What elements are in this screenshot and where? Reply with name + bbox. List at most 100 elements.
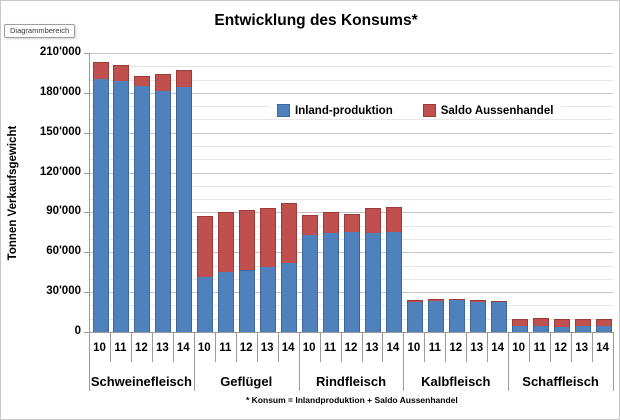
x-tick-label-year[interactable]: 13 (260, 342, 274, 354)
bar-saldo-aussenhandel[interactable] (302, 215, 319, 235)
x-tick-label-year[interactable]: 13 (155, 342, 169, 354)
bar-saldo-aussenhandel[interactable] (260, 208, 277, 268)
x-tick-label-year[interactable]: 13 (575, 342, 588, 354)
y-tick-label[interactable]: 60'000 (46, 245, 81, 258)
bar-inland-produktion[interactable] (176, 85, 193, 332)
bar-saldo-aussenhandel[interactable] (281, 202, 298, 264)
x-tick-label-year[interactable]: 10 (302, 342, 316, 354)
bar-inland-produktion[interactable] (302, 233, 319, 332)
bar-inland-produktion[interactable] (365, 231, 381, 332)
bar-inland-produktion[interactable] (490, 301, 507, 332)
y-tick-mark (84, 172, 89, 174)
bar-saldo-aussenhandel[interactable] (574, 318, 591, 327)
chart-title[interactable]: Entwicklung des Konsums* (214, 12, 418, 29)
bar-saldo-aussenhandel[interactable] (176, 70, 193, 87)
x-tick-label-year[interactable]: 13 (365, 342, 379, 354)
x-tick-label-year[interactable]: 14 (176, 342, 190, 354)
legend-item-inland[interactable]: Inland-produktion (277, 104, 393, 117)
y-tick-label[interactable]: 0 (74, 325, 81, 337)
chart-footnote[interactable]: * Konsum = Inlandproduktion + Saldo Auss… (246, 395, 458, 405)
bar-saldo-aussenhandel[interactable] (365, 208, 381, 233)
bar-inland-produktion[interactable] (469, 300, 486, 332)
bar-saldo-aussenhandel[interactable] (113, 65, 130, 81)
year-separator (130, 332, 132, 362)
x-tick-label-year[interactable]: 11 (219, 342, 232, 354)
bar-inland-produktion[interactable] (260, 266, 277, 332)
bar-inland-produktion[interactable] (574, 325, 591, 332)
bar-inland-produktion[interactable] (344, 231, 360, 332)
bar-saldo-aussenhandel[interactable] (323, 212, 339, 233)
x-tick-label-year[interactable]: 12 (449, 342, 463, 354)
x-tick-label-year[interactable]: 10 (512, 342, 526, 354)
year-separator (592, 332, 593, 362)
bar-inland-produktion[interactable] (218, 270, 235, 332)
bar-inland-produktion[interactable] (155, 90, 172, 332)
bar-inland-produktion[interactable] (92, 78, 109, 332)
x-tick-label-year[interactable]: 12 (554, 342, 567, 354)
bar-saldo-aussenhandel[interactable] (406, 300, 423, 303)
bar-saldo-aussenhandel[interactable] (218, 212, 235, 272)
x-tick-label-year[interactable]: 14 (386, 342, 400, 354)
x-tick-label-year[interactable]: 10 (407, 342, 421, 354)
major-gridline (89, 92, 613, 94)
y-tick-label[interactable]: 150'000 (39, 125, 81, 138)
legend-item-saldo[interactable]: Saldo Aussenhandel (422, 104, 553, 117)
bar-saldo-aussenhandel[interactable] (511, 318, 528, 327)
bar-saldo-aussenhandel[interactable] (134, 75, 151, 86)
bar-inland-produktion[interactable] (448, 299, 465, 332)
x-group-label[interactable]: Schweinefleisch (90, 374, 192, 389)
y-tick-label[interactable]: 180'000 (39, 85, 81, 98)
bar-saldo-aussenhandel[interactable] (239, 210, 256, 271)
x-tick-label-year[interactable]: 10 (93, 342, 106, 354)
bar-saldo-aussenhandel[interactable] (197, 216, 214, 278)
x-group-label[interactable]: Schaffleisch (522, 374, 599, 389)
bar-inland-produktion[interactable] (595, 325, 612, 332)
x-tick-label-year[interactable]: 11 (428, 342, 441, 354)
bar-inland-produktion[interactable] (406, 301, 423, 332)
bar-saldo-aussenhandel[interactable] (532, 318, 549, 327)
bar-inland-produktion[interactable] (323, 231, 339, 332)
y-axis-line (89, 53, 90, 332)
bar-saldo-aussenhandel[interactable] (427, 298, 444, 302)
x-tick-label-year[interactable]: 11 (324, 342, 337, 354)
bar-inland-produktion[interactable] (511, 325, 528, 332)
x-group-label[interactable]: Rindfleisch (315, 374, 387, 389)
x-tick-label-year[interactable]: 12 (344, 342, 358, 354)
x-tick-label-year[interactable]: 10 (197, 342, 211, 354)
bar-inland-produktion[interactable] (385, 231, 402, 332)
bar-saldo-aussenhandel[interactable] (490, 300, 507, 303)
bar-saldo-aussenhandel[interactable] (448, 298, 465, 301)
y-tick-label[interactable]: 210'000 (39, 46, 81, 58)
year-separator (466, 332, 468, 362)
bar-inland-produktion[interactable] (134, 84, 151, 332)
x-group-label[interactable]: Kalbfleisch (421, 374, 491, 389)
x-tick-label-year[interactable]: 11 (114, 342, 127, 354)
major-gridline (89, 132, 613, 134)
x-tick-label-year[interactable]: 13 (470, 342, 484, 354)
bar-saldo-aussenhandel[interactable] (385, 207, 402, 232)
legend[interactable]: Inland-produktion Saldo Aussenhandel (269, 102, 562, 119)
x-tick-label-year[interactable]: 11 (533, 342, 546, 354)
bar-saldo-aussenhandel[interactable] (155, 73, 172, 92)
x-tick-label-year[interactable]: 14 (281, 342, 295, 354)
y-tick-label[interactable]: 90'000 (46, 205, 81, 218)
x-tick-label-year[interactable]: 12 (239, 342, 253, 354)
bar-inland-produktion[interactable] (281, 262, 298, 333)
bar-saldo-aussenhandel[interactable] (92, 62, 109, 80)
bar-inland-produktion[interactable] (113, 79, 130, 332)
bar-inland-produktion[interactable] (427, 300, 444, 332)
bar-inland-produktion[interactable] (239, 269, 256, 332)
x-tick-label-year[interactable]: 14 (491, 342, 505, 354)
bar-saldo-aussenhandel[interactable] (469, 300, 486, 302)
bar-inland-produktion[interactable] (197, 276, 214, 332)
x-tick-label-year[interactable]: 14 (596, 342, 609, 354)
y-tick-label[interactable]: 30'000 (46, 285, 81, 298)
bar-saldo-aussenhandel[interactable] (595, 318, 612, 327)
x-tick-label-year[interactable]: 12 (134, 342, 148, 354)
y-tick-label[interactable]: 120'000 (39, 165, 81, 178)
bar-saldo-aussenhandel[interactable] (553, 319, 570, 327)
bar-saldo-aussenhandel[interactable] (344, 213, 360, 233)
x-group-label[interactable]: Geflügel (220, 374, 273, 389)
